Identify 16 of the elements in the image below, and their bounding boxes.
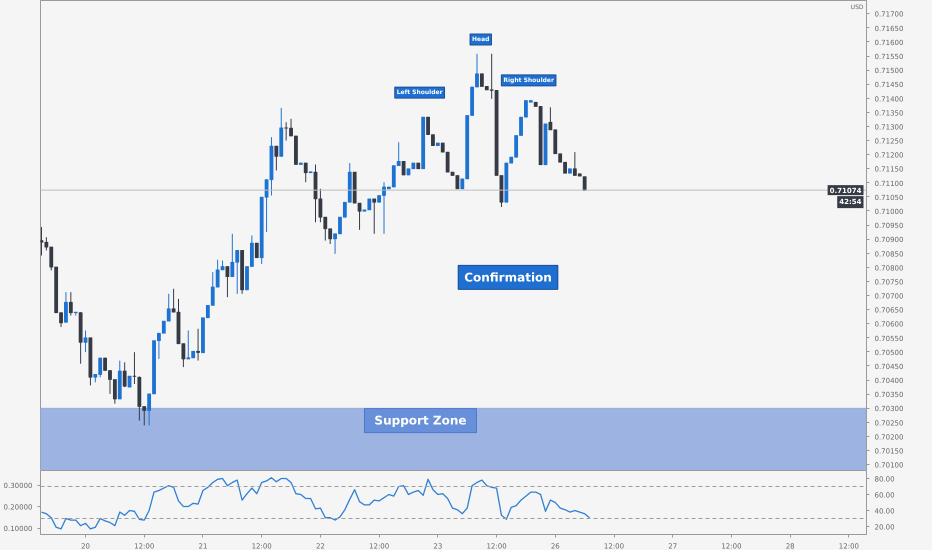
candlestick: [132, 352, 136, 384]
line-series: [40, 477, 590, 530]
candlestick: [122, 362, 127, 388]
candlestick: [196, 328, 200, 362]
annotation: Confirmation: [464, 270, 552, 284]
candlestick: [68, 292, 73, 316]
candlestick: [274, 146, 278, 171]
candlestick: [304, 162, 308, 183]
candlestick: [402, 160, 406, 176]
candlestick: [372, 198, 376, 234]
candlestick: [84, 330, 88, 353]
candlestick: [128, 376, 132, 388]
candlestick: [64, 292, 68, 324]
candlestick: [226, 266, 230, 298]
band-label: Support Zone: [374, 414, 467, 428]
candlestick: [254, 242, 259, 258]
